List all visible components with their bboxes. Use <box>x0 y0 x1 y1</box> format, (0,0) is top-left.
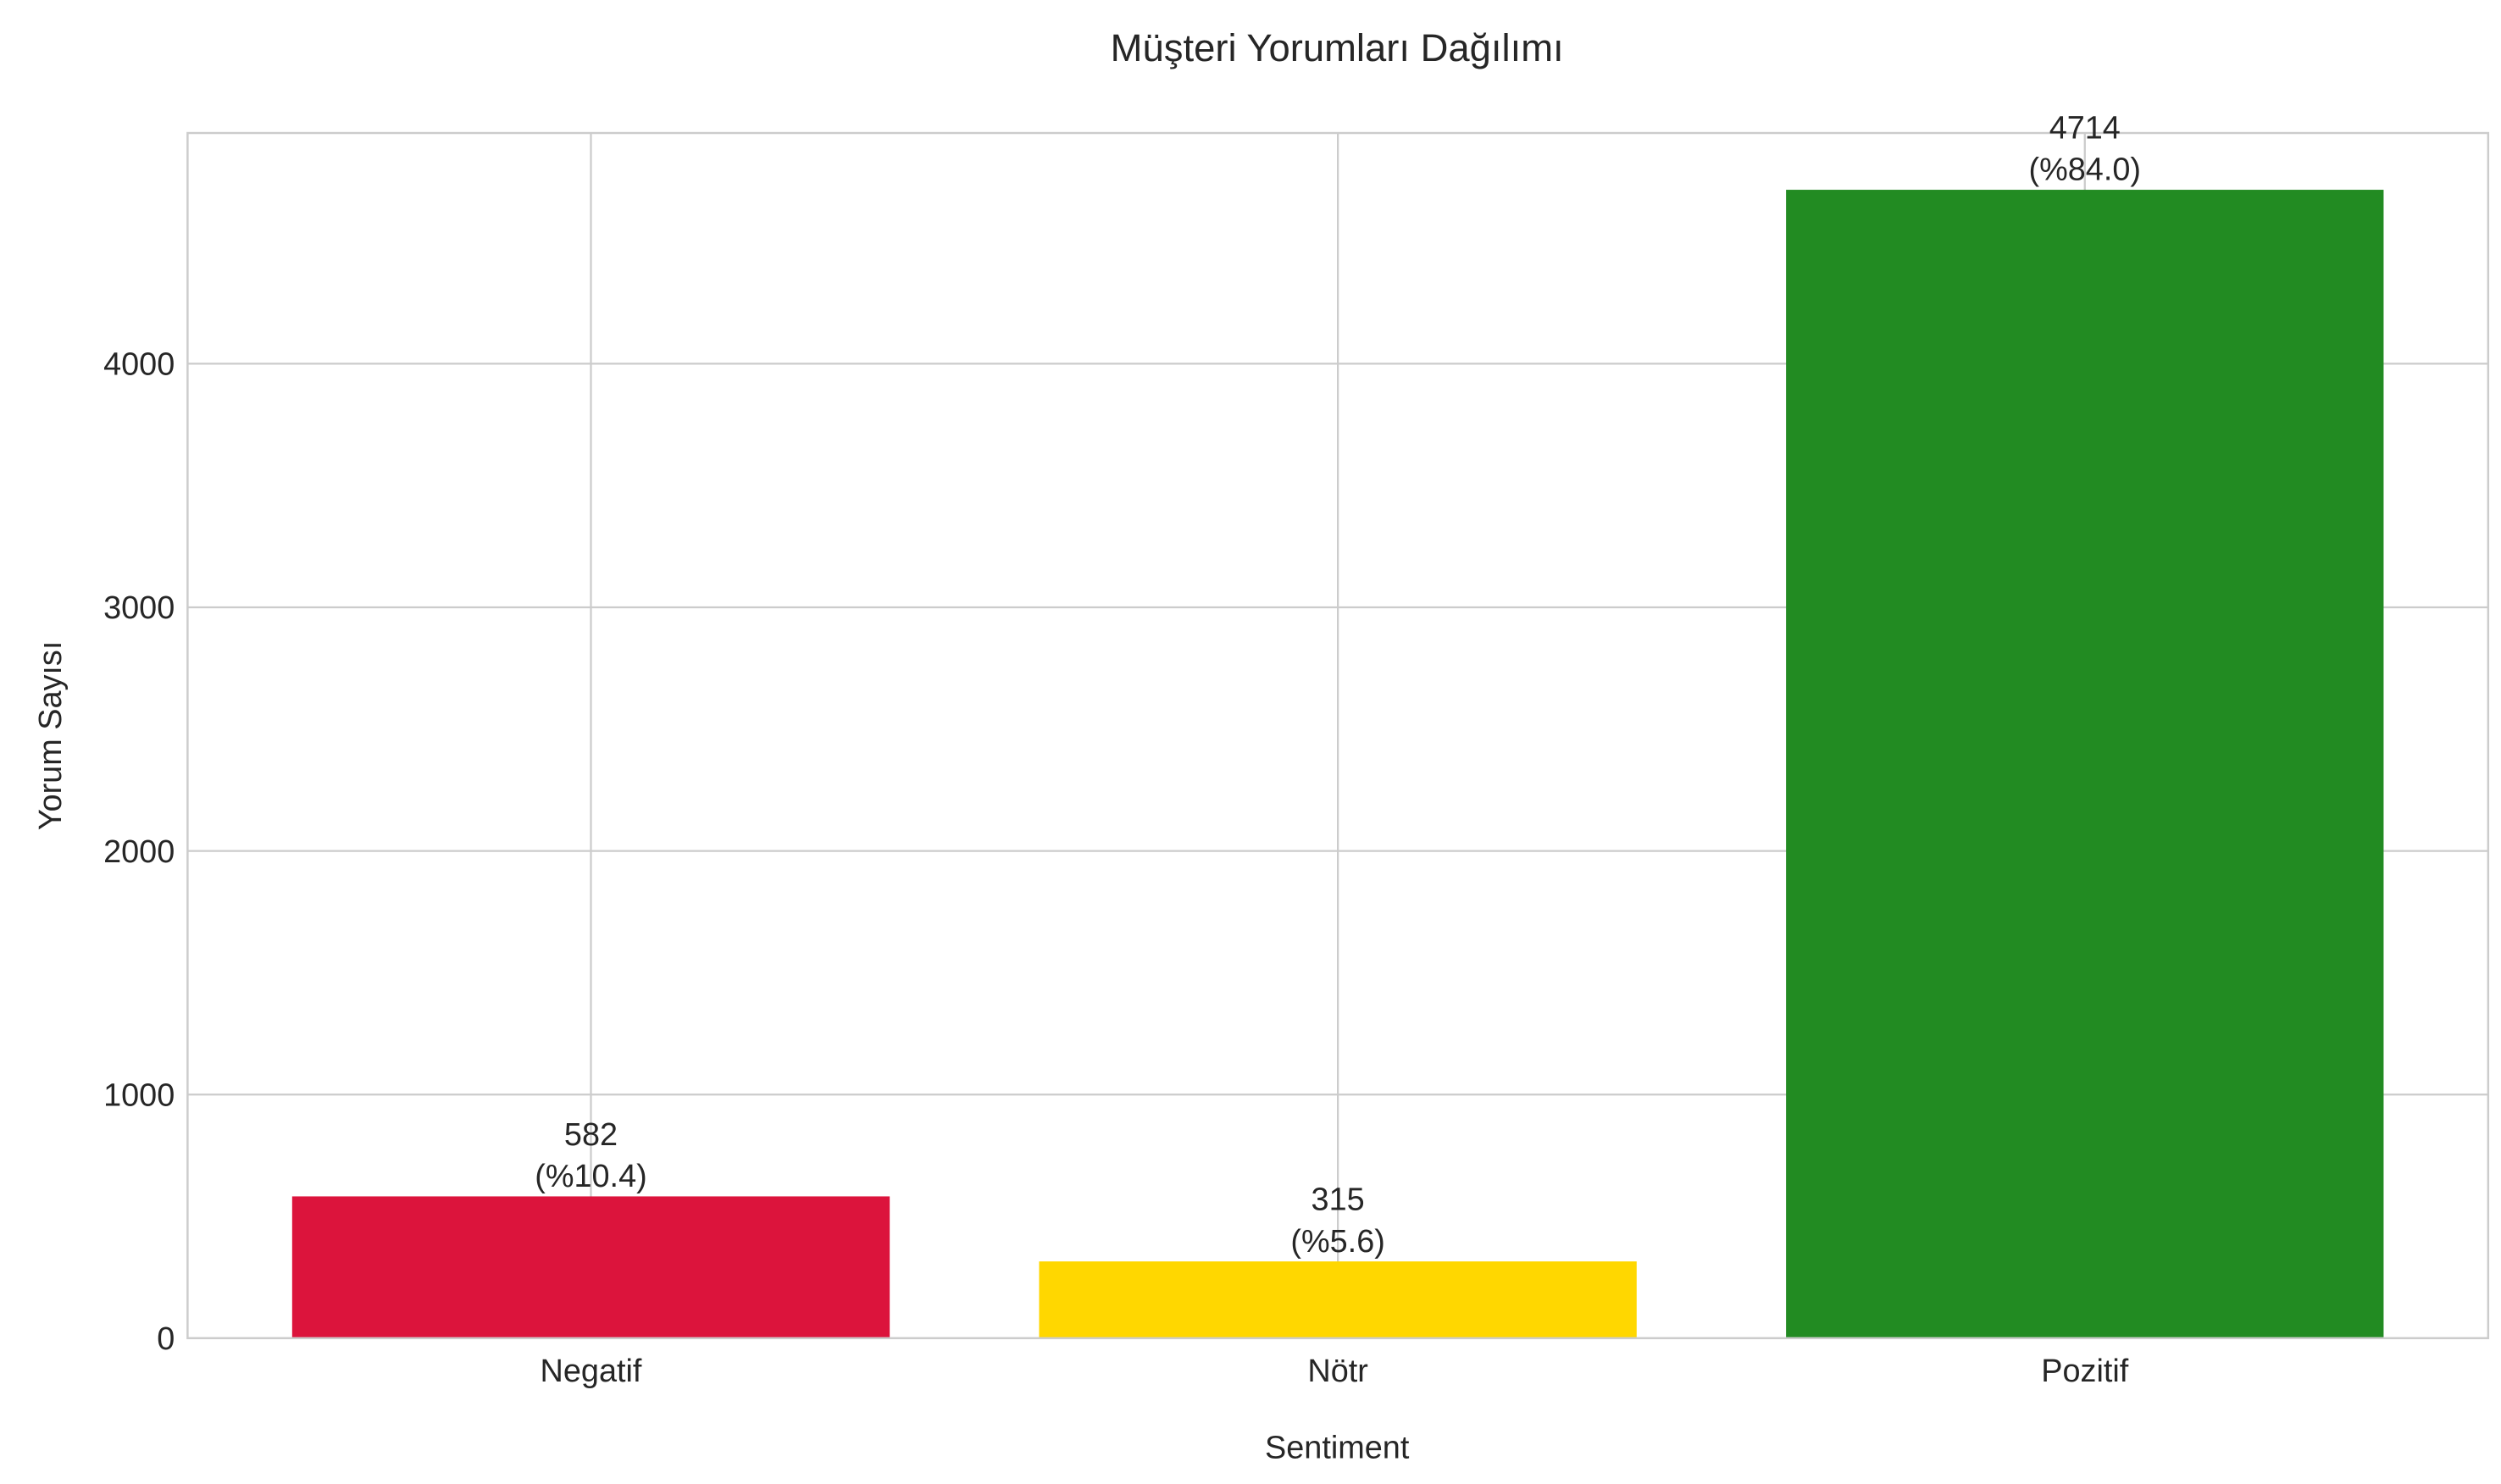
y-tick-label: 2000 <box>103 834 175 870</box>
bar-percent-label: (%5.6) <box>1290 1224 1384 1260</box>
x-tick-label: Negatif <box>541 1354 642 1389</box>
bar-value-label: 582 <box>564 1117 618 1153</box>
x-axis-label: Sentiment <box>1265 1431 1410 1466</box>
bar-nötr <box>1039 1261 1637 1338</box>
bar-value-label: 315 <box>1312 1182 1365 1218</box>
x-tick-label: Pozitif <box>2041 1354 2129 1389</box>
bar-negatif <box>291 1196 890 1338</box>
y-tick-label: 1000 <box>103 1077 175 1113</box>
bars <box>291 190 2384 1338</box>
y-tick-label: 3000 <box>103 590 175 626</box>
x-tick-label: Nötr <box>1307 1354 1367 1389</box>
labels: 0 1000 2000 3000 4000 Negatif 582 (%10.4) Nötr 31… <box>103 111 2141 1389</box>
y-tick-label: 4000 <box>103 347 175 383</box>
bar-pozitif <box>1786 190 2384 1338</box>
bar-percent-label: (%10.4) <box>535 1159 646 1194</box>
chart-title: Müşteri Yorumları Dağılımı <box>1111 26 1564 69</box>
y-tick-label: 0 <box>157 1321 175 1357</box>
bar-value-label: 4714 <box>2049 111 2121 147</box>
axes-frame <box>186 131 2490 1340</box>
bar-percent-label: (%84.0) <box>2029 152 2141 188</box>
y-axis-label: Yorum Sayısı <box>33 641 69 831</box>
